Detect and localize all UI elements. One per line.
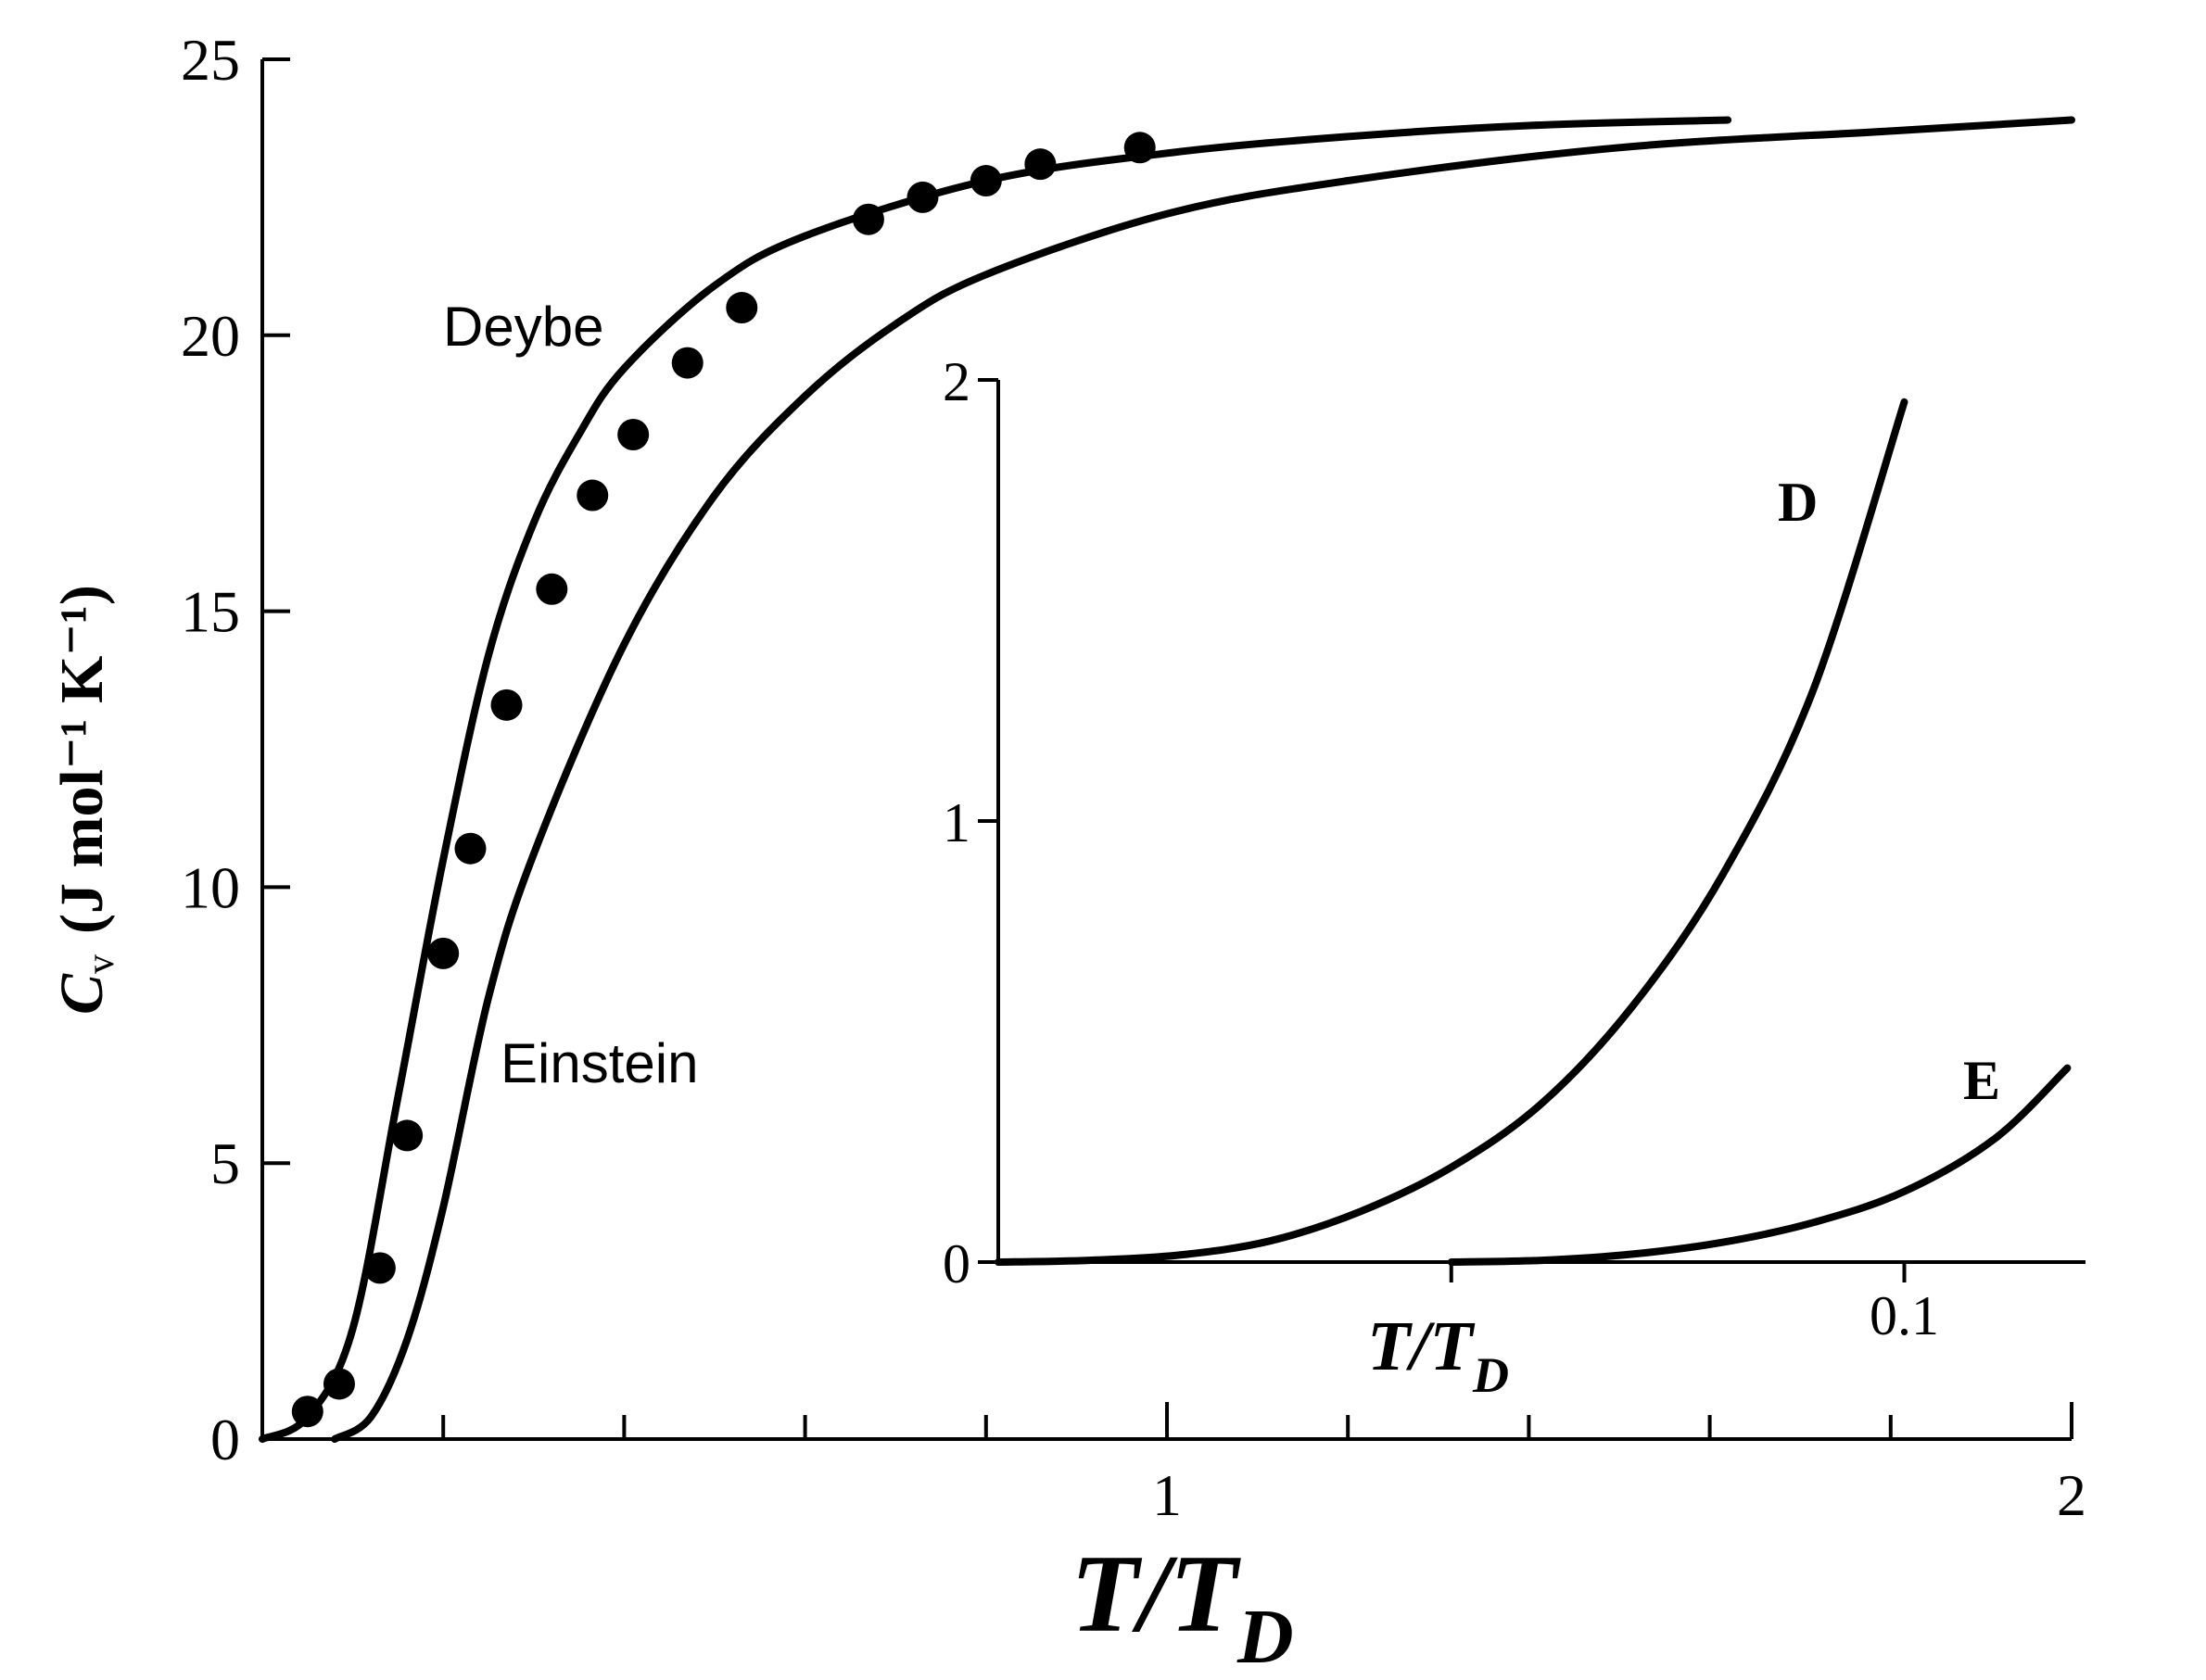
- data-marker: [427, 937, 460, 969]
- inset-axes: [996, 380, 2086, 1264]
- inset-x-tick-label: 0.1: [1870, 1285, 1939, 1346]
- x-axis-title: T/TD: [1071, 1532, 1294, 1680]
- data-marker: [617, 419, 650, 451]
- series-line-deybe: [259, 116, 1732, 1443]
- curve-label-einstein: Einstein: [501, 1032, 698, 1094]
- y-tick-label: 15: [181, 579, 240, 645]
- y-tick-label: 5: [210, 1131, 240, 1196]
- data-marker: [906, 181, 939, 213]
- inset-ticks: 0 1 2 0.1: [943, 351, 1939, 1346]
- inset-y-tick-label: 1: [943, 792, 970, 853]
- inset-x-axis-title: T/TD: [1367, 1307, 1509, 1403]
- y-axis-title-main: C: [48, 973, 116, 1015]
- inset-curve-label-e: E: [1963, 1050, 2000, 1111]
- y-tick-label: 0: [210, 1407, 240, 1472]
- data-marker: [852, 203, 884, 235]
- x-axis-title-main: T/T: [1071, 1532, 1242, 1655]
- data-marker: [1123, 132, 1156, 164]
- y-axis-title: Cv (J mol⁻¹ K⁻¹): [48, 585, 122, 1015]
- x-tick-label: 2: [2057, 1462, 2086, 1528]
- series-line-einstein: [331, 116, 2075, 1443]
- inset-x-axis-title-main: T/T: [1367, 1307, 1476, 1385]
- data-marker: [671, 347, 704, 379]
- y-axis-title-units: (J mol⁻¹ K⁻¹): [48, 585, 116, 934]
- data-marker: [291, 1396, 323, 1428]
- data-marker: [1024, 148, 1057, 181]
- data-marker: [363, 1252, 396, 1284]
- main-markers: [291, 132, 1156, 1428]
- inset-series-line-e: [1447, 1064, 2072, 1266]
- inset-series: [995, 398, 2072, 1266]
- y-tick-label: 25: [181, 27, 240, 93]
- inset-curve-label-d: D: [1778, 472, 1818, 533]
- data-marker: [970, 165, 1002, 197]
- data-marker: [323, 1368, 355, 1400]
- data-marker: [536, 573, 568, 605]
- y-axis-title-sub: v: [80, 954, 122, 974]
- data-marker: [577, 479, 609, 512]
- main-series: [259, 116, 2075, 1443]
- y-axis-title-text: Cv (J mol⁻¹ K⁻¹): [48, 585, 122, 1015]
- inset-y-tick-label: 2: [943, 351, 970, 412]
- inset-series-line-d: [995, 398, 1908, 1266]
- data-marker: [391, 1119, 424, 1152]
- data-marker: [726, 292, 758, 324]
- curve-label-deybe: Deybe: [443, 296, 603, 358]
- y-tick-label: 10: [181, 854, 240, 920]
- data-marker: [454, 832, 487, 865]
- inset-y-tick-label: 0: [943, 1233, 970, 1295]
- y-tick-label: 20: [181, 303, 240, 369]
- main-axes: [260, 59, 2072, 1441]
- inset-x-axis-title-sub: D: [1472, 1347, 1509, 1403]
- x-tick-label: 1: [1152, 1462, 1182, 1528]
- x-axis-title-sub: D: [1236, 1594, 1294, 1680]
- data-marker: [490, 688, 523, 721]
